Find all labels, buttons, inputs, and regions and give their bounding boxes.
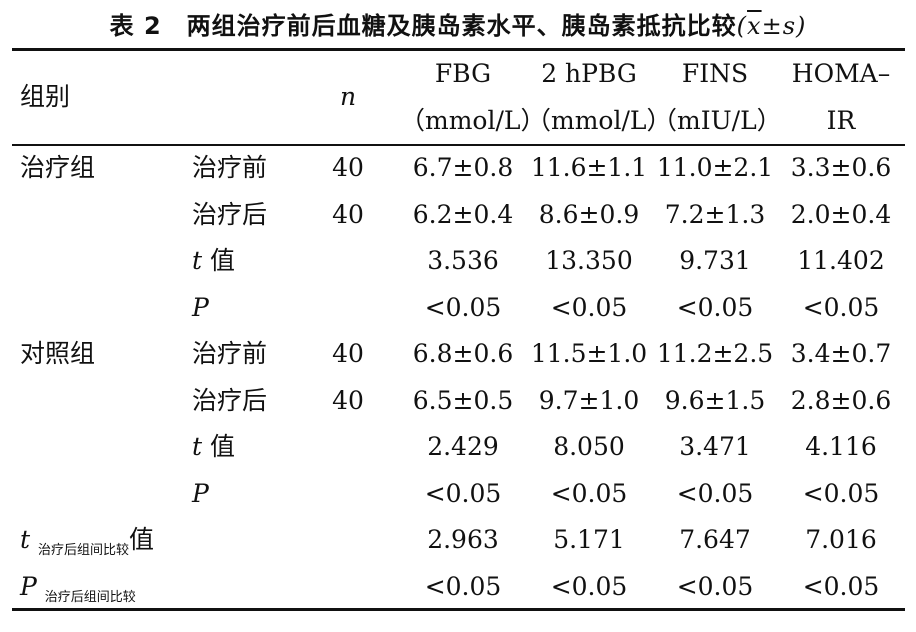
row-value: 6.5±0.5	[412, 385, 514, 415]
header-group: 组别	[20, 82, 71, 111]
bottom-rule	[12, 608, 905, 611]
row-stage: 治疗前	[192, 145, 267, 191]
row-stage-symbol: t	[192, 432, 203, 461]
caption-pm: ±	[761, 12, 783, 40]
row-value: 11.5±1.0	[530, 339, 648, 368]
row-value: <0.05	[676, 292, 754, 322]
caption-open: (	[736, 12, 748, 40]
row-value: <0.05	[802, 292, 880, 322]
header-col-homa-line1: HOMA–	[791, 59, 891, 88]
header-col-fins-line1: FINS	[681, 59, 749, 88]
row-stage-symbol: P	[192, 478, 209, 508]
row-value: 11.0±2.1	[656, 153, 774, 182]
row-n: 40	[332, 385, 364, 415]
row-value: 2.429	[427, 432, 499, 461]
row-stage: 治疗前	[192, 331, 267, 377]
row-value: 7.647	[679, 525, 751, 554]
row-value: 13.350	[545, 246, 633, 275]
row-stage: t 值	[192, 238, 235, 284]
row-value: 4.116	[805, 432, 877, 461]
caption-text: 表 2 两组治疗前后血糖及胰岛素水平、胰岛素抵抗比较	[109, 12, 737, 40]
footer-subscript: 治疗后组间比较	[38, 543, 130, 558]
footer-subscript: 治疗后组间比较	[44, 589, 136, 605]
row-value: <0.05	[424, 292, 502, 322]
row-value: 9.731	[679, 246, 751, 275]
row-value: <0.05	[802, 571, 880, 601]
row-value: 8.050	[553, 432, 625, 461]
header-col-fbg-line1: FBG	[434, 59, 492, 88]
row-value: 2.963	[427, 525, 499, 554]
row-value: 6.8±0.6	[412, 339, 514, 368]
row-value: <0.05	[802, 478, 880, 508]
row-value: <0.05	[424, 478, 502, 508]
header-n: n	[339, 82, 357, 111]
row-value: <0.05	[550, 571, 628, 601]
row-stage: P	[192, 285, 209, 331]
top-rule	[12, 48, 905, 51]
row-value: 2.8±0.6	[790, 385, 892, 415]
row-value: 3.471	[679, 432, 751, 461]
row-stage: t 值	[192, 424, 235, 470]
row-value: <0.05	[550, 478, 628, 508]
row-n: 40	[332, 339, 364, 368]
footer-symbol: t	[20, 525, 31, 554]
header-col-2hpbg-line1: 2 hPBG	[541, 59, 637, 88]
row-value: 7.016	[805, 525, 877, 554]
row-value: 6.7±0.8	[412, 153, 514, 182]
row-n: 40	[332, 199, 364, 229]
row-stage-symbol: t	[192, 246, 203, 275]
row-stage: 治疗后	[192, 378, 267, 424]
footer-label: P 治疗后组间比较	[20, 564, 136, 610]
caption-xbar: x	[747, 12, 762, 40]
row-group: 对照组	[20, 339, 96, 368]
row-value: <0.05	[676, 478, 754, 508]
row-value: <0.05	[424, 571, 502, 601]
row-value: 9.6±1.5	[664, 385, 766, 415]
row-value: 6.2±0.4	[412, 199, 514, 229]
row-value: 11.6±1.1	[530, 153, 648, 182]
caption-s: s	[782, 12, 797, 40]
row-stage-symbol: P	[192, 292, 209, 322]
row-value: 2.0±0.4	[790, 199, 892, 229]
row-stage-text: 治疗后	[192, 199, 268, 229]
row-stage: 治疗后	[192, 192, 267, 238]
row-stage: P	[192, 471, 209, 517]
row-value: 7.2±1.3	[664, 199, 766, 229]
row-group: 治疗组	[20, 153, 96, 182]
row-value: 8.6±0.9	[538, 199, 640, 229]
row-value: 11.2±2.5	[656, 339, 774, 368]
row-stage-text: 治疗前	[192, 153, 268, 182]
header-col-fbg-line2: （mmol/L）	[400, 106, 546, 135]
header-rule	[12, 144, 905, 146]
row-n: 40	[332, 153, 364, 182]
row-value: 3.3±0.6	[790, 153, 892, 182]
header-col-2hpbg-line2: （mmol/L）	[526, 106, 672, 135]
table-caption: 表 2 两组治疗前后血糖及胰岛素水平、胰岛素抵抗比较(x±s)	[0, 0, 916, 52]
row-value: 9.7±1.0	[538, 385, 640, 415]
row-stage-text: 值	[202, 432, 235, 461]
row-value: 3.4±0.7	[790, 339, 892, 368]
row-stage-text: 值	[202, 246, 235, 275]
footer-symbol: P	[20, 571, 37, 601]
row-value: <0.05	[676, 571, 754, 601]
row-value: 11.402	[797, 246, 885, 275]
row-stage-text: 治疗前	[192, 339, 268, 368]
row-value: 5.171	[553, 525, 625, 554]
footer-label: t 治疗后组间比较值	[20, 517, 154, 563]
row-value: <0.05	[550, 292, 628, 322]
header-col-fins-line2: （mIU/L）	[652, 106, 782, 135]
row-value: 3.536	[427, 246, 499, 275]
footer-suffix: 值	[129, 525, 155, 554]
header-col-homa-line2: IR	[826, 106, 856, 135]
row-stage-text: 治疗后	[192, 385, 268, 415]
caption-close: )	[796, 12, 807, 40]
